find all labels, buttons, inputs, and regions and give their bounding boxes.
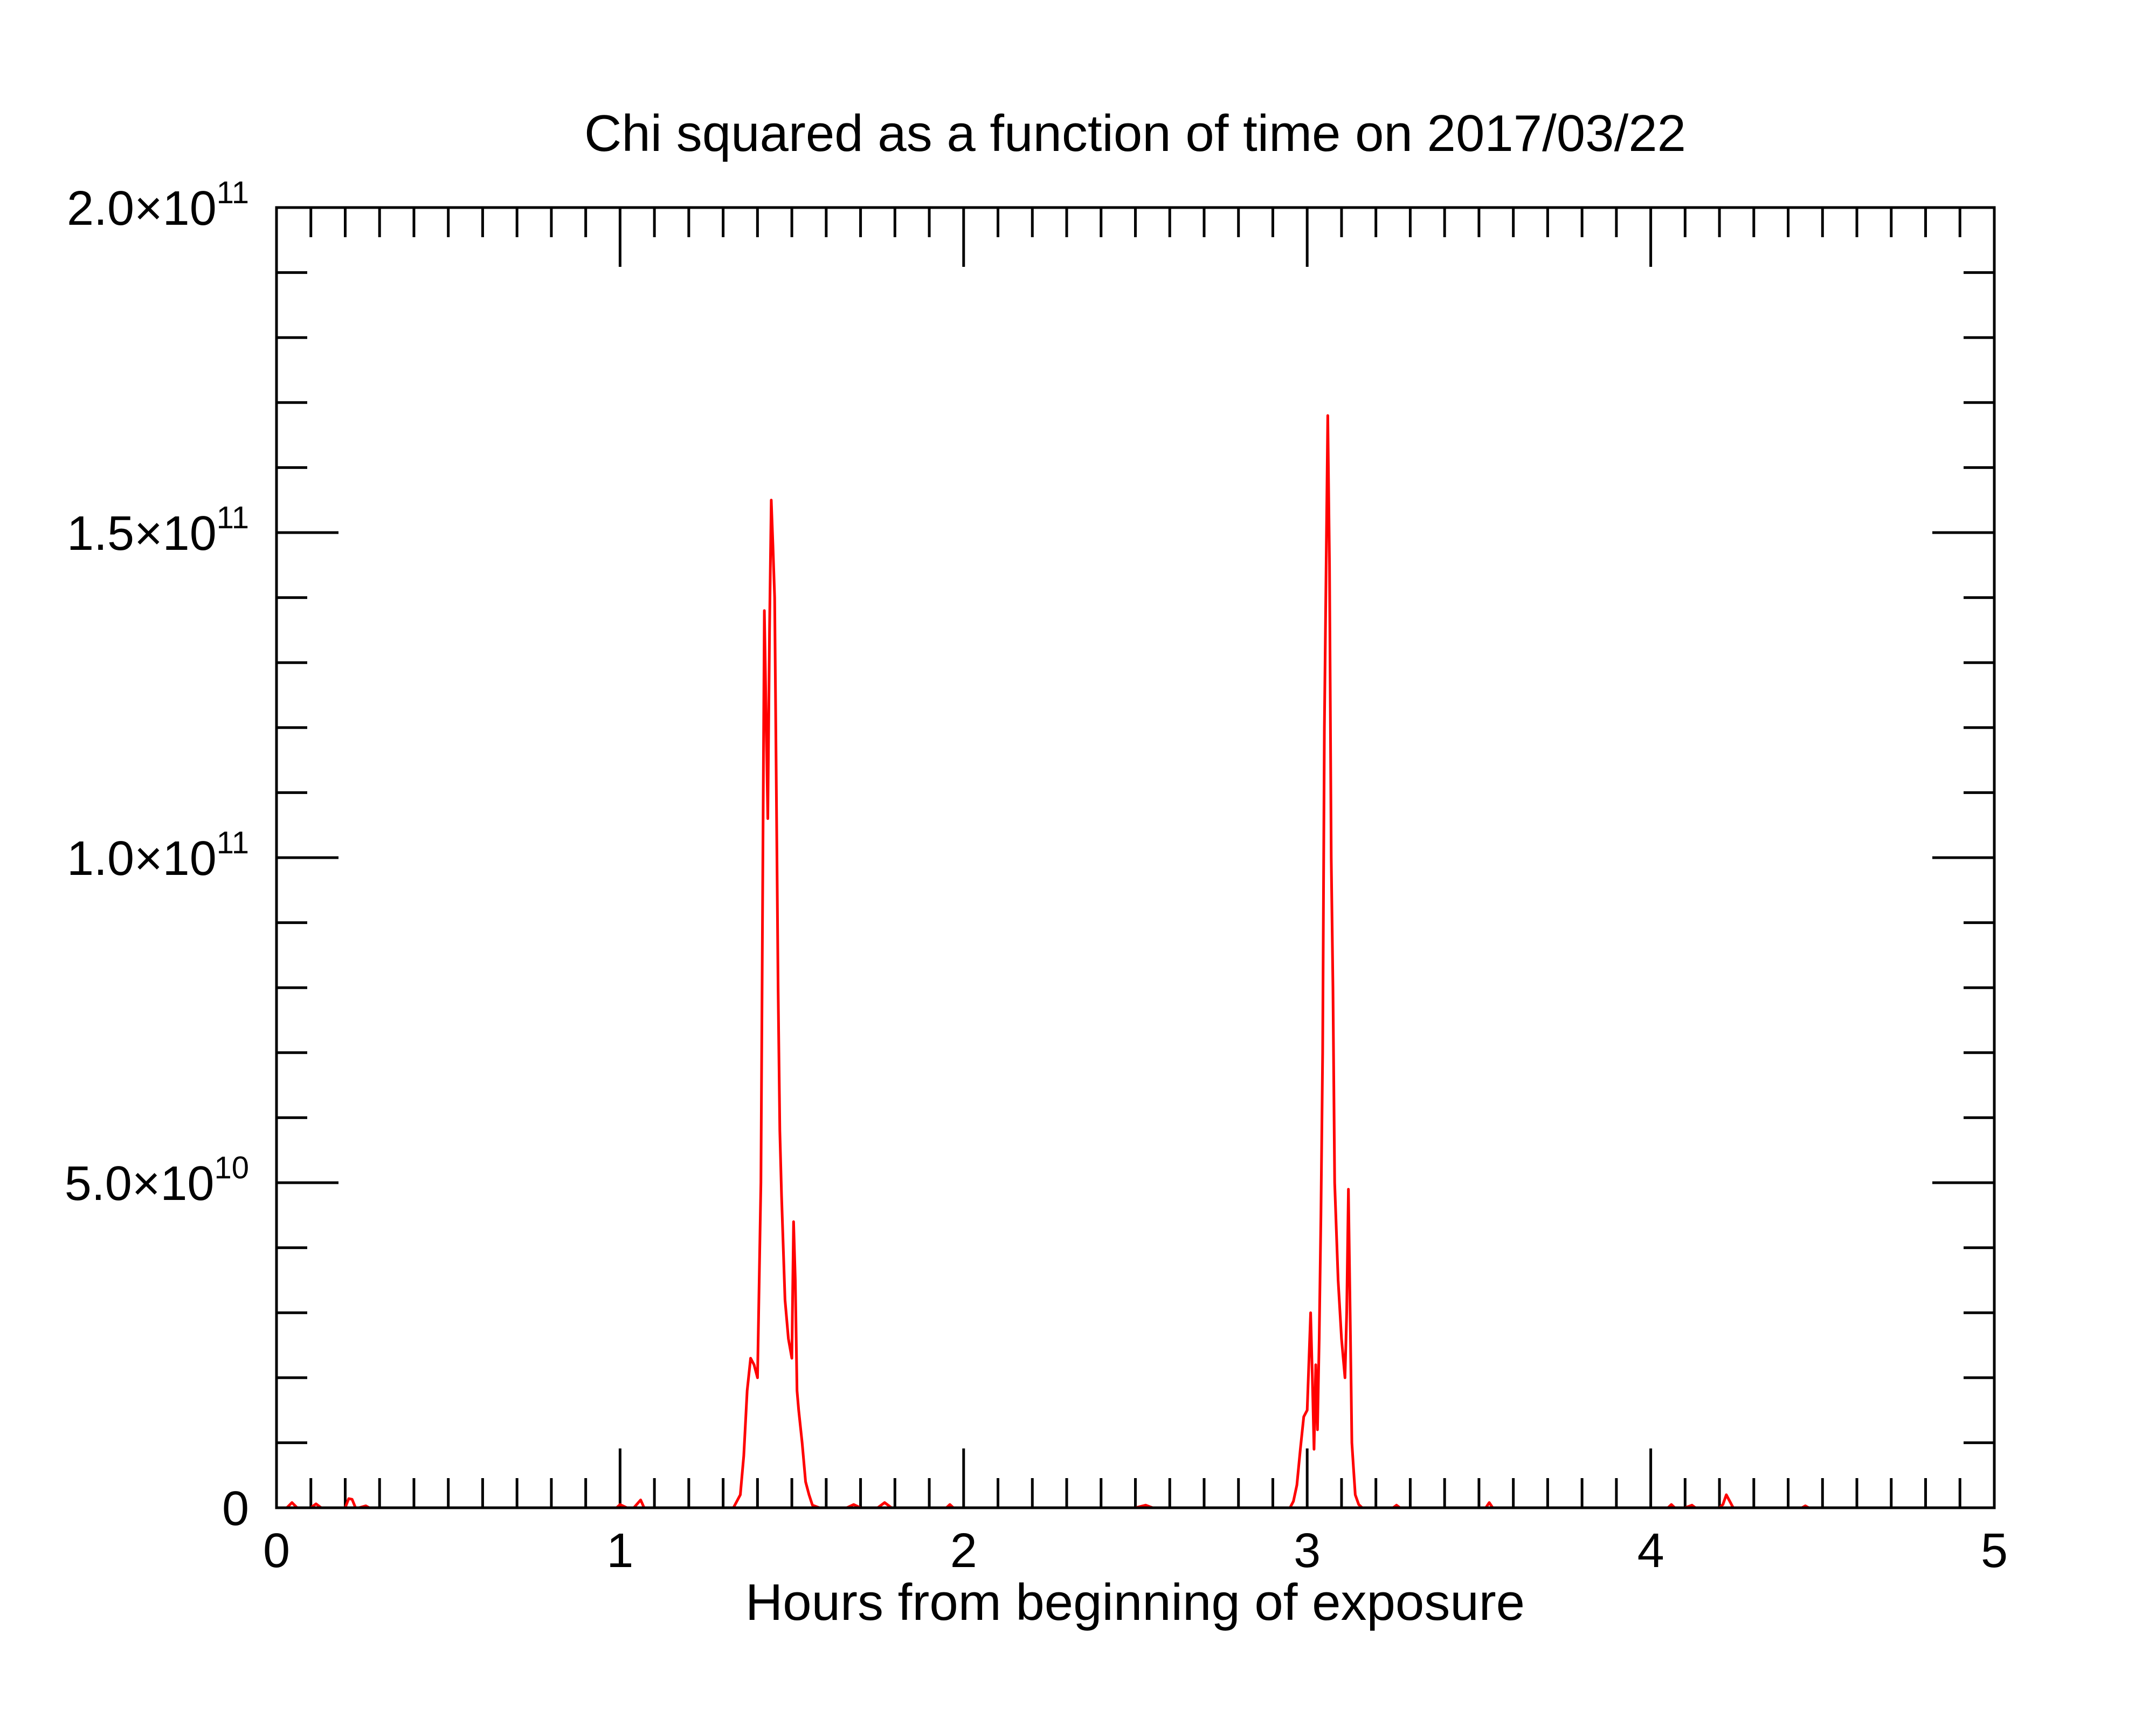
x-tick-label: 1 [606,1524,633,1578]
x-tick-label: 3 [1294,1524,1321,1578]
x-tick-label: 0 [263,1524,290,1578]
chart-title: Chi squared as a function of time on 201… [584,105,1686,162]
x-tick-label: 2 [950,1524,977,1578]
plot-frame [275,206,1996,1509]
y-tick-label: 0 [222,1482,249,1536]
chi-squared-series-line [277,414,1994,1509]
y-tick-label: 1.5×1011 [67,500,249,561]
y-tick-labels: 0 5.0×1010 1.0×1011 1.5×1011 2.0×1011 [65,175,249,1536]
x-tick-label: 5 [1981,1524,2008,1578]
x-axis-label: Hours from beginning of exposure [745,1574,1525,1631]
y-tick-label: 1.0×1011 [67,825,249,886]
y-tick-label: 2.0×1011 [67,175,249,236]
axis-ticks [275,206,1996,1509]
x-tick-labels: 0 1 2 3 4 5 [263,1524,2008,1578]
y-tick-label: 5.0×1010 [65,1150,249,1211]
x-tick-label: 4 [1637,1524,1664,1578]
